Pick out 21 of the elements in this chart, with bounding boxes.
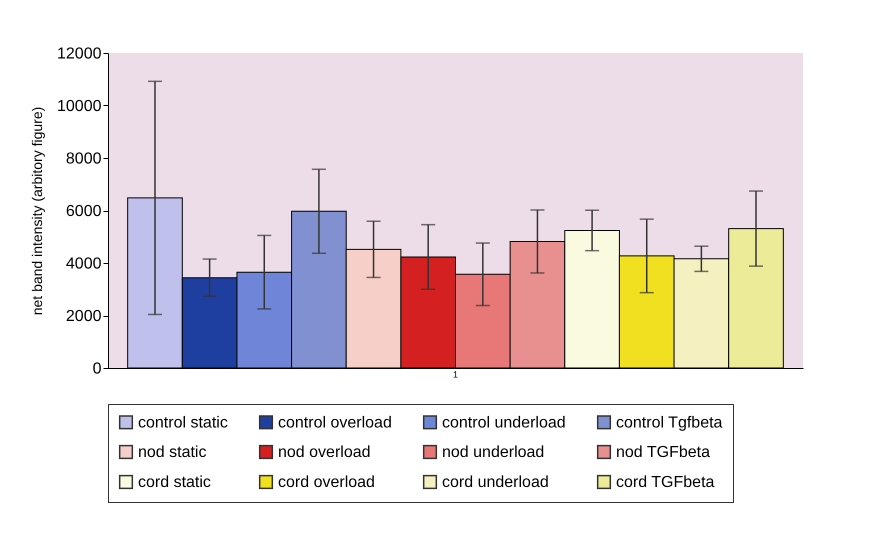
legend-label: control static bbox=[138, 414, 228, 432]
y-tick-label: 2000 bbox=[66, 308, 102, 325]
y-tick-label: 6000 bbox=[66, 203, 102, 220]
y-tick-label: 4000 bbox=[66, 256, 102, 272]
y-axis-title: net band intensity (arbitory figure) bbox=[29, 106, 46, 316]
legend-label: nod TGFbeta bbox=[616, 444, 710, 461]
legend-label: nod static bbox=[138, 444, 206, 461]
legend-label: cord underload bbox=[442, 474, 549, 491]
legend-label: cord overload bbox=[278, 474, 375, 491]
legend-label: cord static bbox=[138, 474, 211, 491]
y-tick-label: 0 bbox=[92, 360, 102, 378]
legend-label: control overload bbox=[278, 414, 392, 432]
legend-label: nod overload bbox=[278, 444, 371, 461]
x-tick-label: 1 bbox=[452, 370, 458, 380]
legend-label: control Tgfbeta bbox=[616, 414, 723, 432]
y-tick-label: 10000 bbox=[57, 98, 102, 115]
legend-label: cord TGFbeta bbox=[616, 474, 715, 491]
y-tick-label: 8000 bbox=[66, 150, 102, 168]
legend-label: control underload bbox=[442, 414, 566, 432]
legend-label: nod underload bbox=[442, 444, 544, 461]
y-tick-label: 12000 bbox=[57, 46, 102, 62]
